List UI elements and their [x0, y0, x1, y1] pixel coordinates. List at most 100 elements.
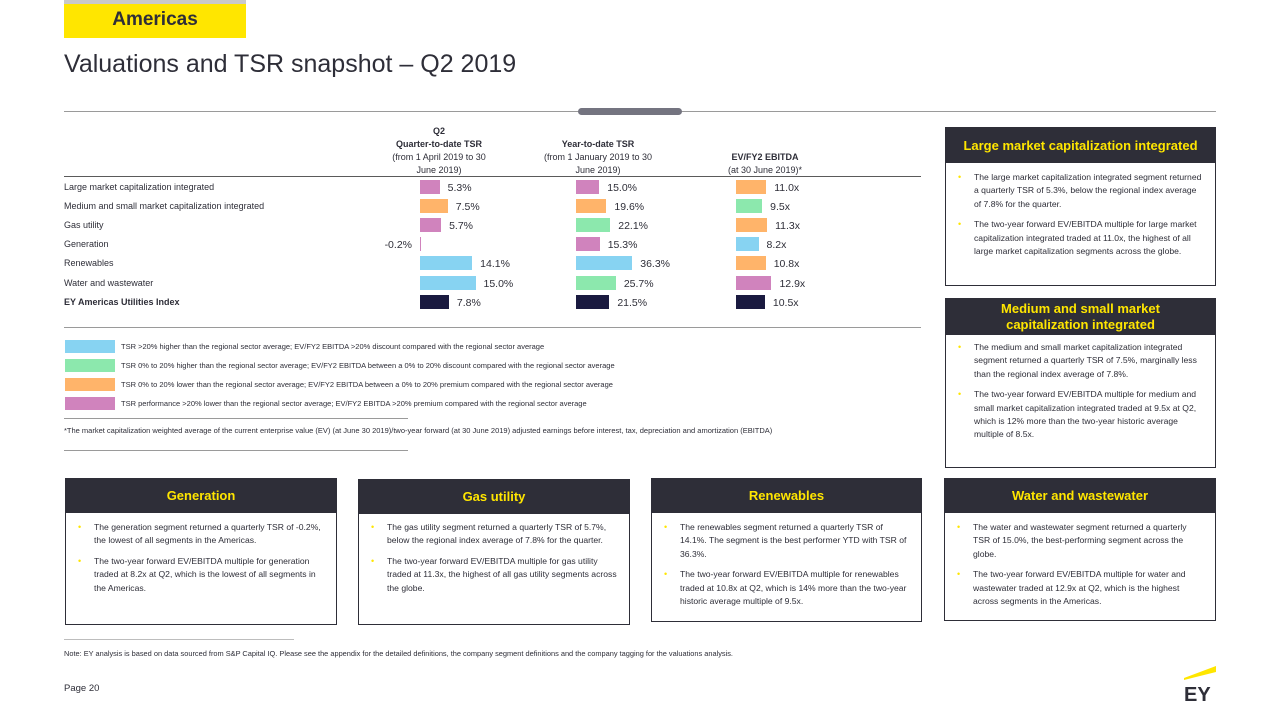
region-banner-strip — [64, 0, 246, 4]
q2-bar — [420, 199, 448, 213]
panel-large-market-cap: Large market capitalization integrated •… — [945, 127, 1216, 286]
bullet-icon: • — [371, 522, 375, 532]
bullet-text: The renewables segment returned a quarte… — [680, 522, 907, 559]
panel-bullet: • The two-year forward EV/EBITDA multiple… — [76, 555, 324, 595]
ev-value: 12.9x — [779, 278, 806, 290]
ev-value: 11.3x — [775, 220, 800, 232]
q2-value: -0.2% — [384, 239, 412, 251]
panel-bullet: • The medium and small market capitalizat… — [956, 341, 1203, 381]
bullet-text: The two-year forward EV/EBITDA multiple … — [974, 389, 1197, 440]
panel-body: • The generation segment returned a quart… — [66, 521, 336, 602]
panel-renewables: Renewables • The renewables segment retur… — [651, 478, 922, 622]
legend-swatch — [65, 340, 115, 353]
row-label: Water and wastewater — [64, 278, 154, 288]
bullet-text: The medium and small market capitalizati… — [974, 342, 1197, 379]
panel-bullet: • The large market capitalization integra… — [956, 171, 1203, 211]
col-header-line: Quarter-to-date TSR — [395, 139, 482, 149]
ytd-bar — [576, 180, 600, 194]
panel-body: • The gas utility segment returned a quar… — [359, 521, 629, 602]
bullet-text: The gas utility segment returned a quart… — [387, 522, 607, 546]
region-label: Americas — [112, 9, 198, 30]
panel-bullet: • The two-year forward EV/EBITDA multiple… — [956, 218, 1203, 258]
page-number: Page 20 — [64, 683, 100, 694]
col-header-line: (from 1 January 2019 to 30 — [543, 152, 653, 162]
ev-bar — [736, 295, 765, 309]
panel-body: • The water and wastewater segment return… — [945, 521, 1215, 615]
q2-bar — [420, 256, 473, 270]
bullet-text: The two-year forward EV/EBITDA multiple … — [974, 219, 1197, 257]
ytd-value: 36.3% — [640, 258, 671, 270]
q2-value: 7.5% — [455, 201, 480, 213]
scroll-handle[interactable] — [578, 108, 682, 115]
ev-bar — [736, 199, 763, 213]
col-header-line: EV/FY2 EBITDA — [731, 152, 799, 162]
bullet-text: The large market capitalization integrat… — [974, 172, 1202, 209]
ev-value: 9.5x — [770, 201, 790, 213]
legend-text: TSR >20% higher than the regional sector… — [121, 342, 545, 351]
bullet-icon: • — [664, 569, 668, 580]
bullet-text: The water and wastewater segment returne… — [973, 522, 1187, 559]
col-header-line: Q2 — [432, 126, 445, 136]
q2-bar — [420, 218, 442, 232]
bullet-icon: • — [958, 172, 962, 182]
bullet-text: The two-year forward EV/EBITDA multiple … — [680, 569, 907, 607]
panel-title: Water and wastewater — [945, 479, 1215, 513]
footnote-rule — [64, 450, 408, 451]
bullet-icon: • — [957, 569, 961, 580]
panel-bullet: • The gas utility segment returned a quar… — [369, 521, 617, 548]
ev-bar — [736, 237, 759, 251]
panel-title: Medium and small market capitalization i… — [946, 299, 1215, 335]
q2-bar — [420, 180, 440, 194]
row-label: Generation — [64, 239, 109, 249]
panel-title: Renewables — [652, 479, 921, 513]
ytd-value: 15.3% — [607, 239, 638, 251]
legend-swatch — [65, 378, 115, 391]
ytd-value: 19.6% — [614, 201, 645, 213]
col-header-line: June 2019) — [575, 165, 621, 175]
table-header-rule — [64, 176, 921, 177]
bullet-icon: • — [78, 555, 82, 566]
ev-bar — [736, 218, 768, 232]
footnote: *The market capitalization weighted aver… — [64, 426, 773, 435]
ey-logo: EY — [1184, 666, 1216, 704]
panel-bullet: • The water and wastewater segment return… — [955, 521, 1203, 561]
ytd-bar — [576, 256, 633, 270]
panel-medium-small-market-cap: Medium and small market capitalization i… — [945, 298, 1216, 468]
ytd-value: 15.0% — [607, 182, 638, 194]
ytd-bar — [576, 237, 600, 251]
panel-bullet: • The renewables segment returned a quart… — [662, 521, 909, 561]
legend-rule — [64, 418, 408, 419]
ytd-bar — [576, 295, 610, 309]
q2-bar — [420, 237, 421, 251]
legend-text: TSR 0% to 20% higher than the regional s… — [121, 361, 615, 370]
col-header-line: Year-to-date TSR — [561, 139, 635, 149]
ytd-value: 21.5% — [617, 297, 648, 309]
row-label: Medium and small market capitalization i… — [64, 201, 265, 211]
ev-value: 10.8x — [773, 258, 800, 270]
legend-swatch — [65, 397, 115, 410]
bullet-icon: • — [958, 342, 962, 352]
panel-water-wastewater: Water and wastewater • The water and wast… — [944, 478, 1216, 621]
q2-bar — [420, 276, 476, 290]
ytd-bar — [576, 276, 616, 290]
ey-logo-text: EY — [1184, 684, 1211, 704]
panel-body: • The medium and small market capitalizat… — [946, 341, 1215, 449]
legend-swatch — [65, 359, 115, 372]
col-header-line: June 2019) — [416, 165, 462, 175]
page-title: Valuations and TSR snapshot – Q2 2019 — [64, 50, 517, 78]
panel-bullet: • The generation segment returned a quart… — [76, 521, 324, 548]
bullet-text: The two-year forward EV/EBITDA multiple … — [973, 569, 1186, 607]
col-header-q2-tsr: Q2 Quarter-to-date TSR (from 1 April 201… — [374, 125, 504, 177]
col-header-line: (at 30 June 2019)* — [727, 165, 803, 175]
bullet-text: The two-year forward EV/EBITDA multiple … — [387, 555, 617, 593]
source-note: Note: EY analysis is based on data sourc… — [64, 649, 733, 658]
bullet-text: The two-year forward EV/EBITDA multiple … — [94, 555, 316, 593]
legend-text: TSR performance >20% lower than the regi… — [121, 399, 587, 408]
bullet-icon: • — [958, 219, 962, 230]
col-header-ev-ebitda: EV/FY2 EBITDA (at 30 June 2019)* — [700, 151, 830, 177]
panel-title: Large market capitalization integrated — [946, 128, 1215, 163]
bullet-icon: • — [371, 555, 375, 566]
bullet-icon: • — [957, 522, 961, 532]
panel-body: • The large market capitalization integra… — [946, 171, 1215, 265]
ev-bar — [736, 276, 772, 290]
